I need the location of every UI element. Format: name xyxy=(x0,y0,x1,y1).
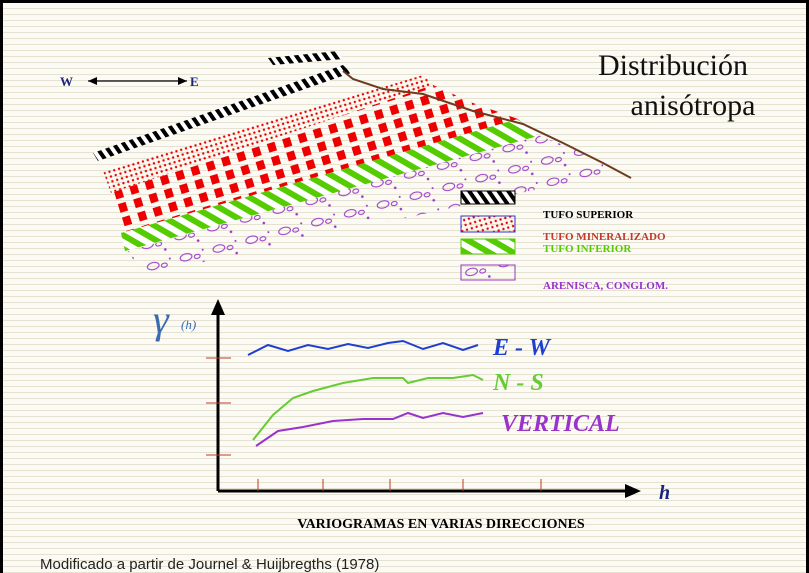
title: anisótropa xyxy=(631,89,756,122)
curve-ew xyxy=(248,341,478,355)
legend-label: ARENISCA, CONGLOM. xyxy=(543,280,668,292)
east-label: E xyxy=(190,74,199,89)
y-axis-label: (h) xyxy=(181,317,196,332)
curve-label: E - W xyxy=(492,335,552,361)
x-axis-label: h xyxy=(659,482,670,504)
legend-label: TUFO INFERIOR xyxy=(543,243,632,255)
legend-label: TUFO MINERALIZADO xyxy=(543,231,666,243)
axis-arrow xyxy=(211,299,225,315)
curve-label: N - S xyxy=(492,370,544,396)
curve-vertical xyxy=(256,413,483,446)
y-axis-label: γ xyxy=(153,297,170,342)
caption: VARIOGRAMAS EN VARIAS DIRECCIONES xyxy=(297,517,585,532)
footnote: Modificado a partir de Journel & Huijbre… xyxy=(40,556,379,573)
legend-swatch xyxy=(461,191,515,204)
west-label: W xyxy=(60,74,73,89)
legend-swatch xyxy=(461,265,515,280)
legend-swatch xyxy=(461,239,515,254)
legend-label: TUFO SUPERIOR xyxy=(543,209,634,221)
slide: W E Distribución anisótropa TUFO SUPERIO… xyxy=(0,0,809,573)
diagram: W E Distribución anisótropa TUFO SUPERIO… xyxy=(3,3,806,573)
title: Distribución xyxy=(598,49,748,82)
tufo-superior-layer xyxy=(268,51,343,65)
legend-swatch xyxy=(461,216,515,232)
axis-arrow xyxy=(625,484,641,498)
curve-label: VERTICAL xyxy=(501,411,620,437)
